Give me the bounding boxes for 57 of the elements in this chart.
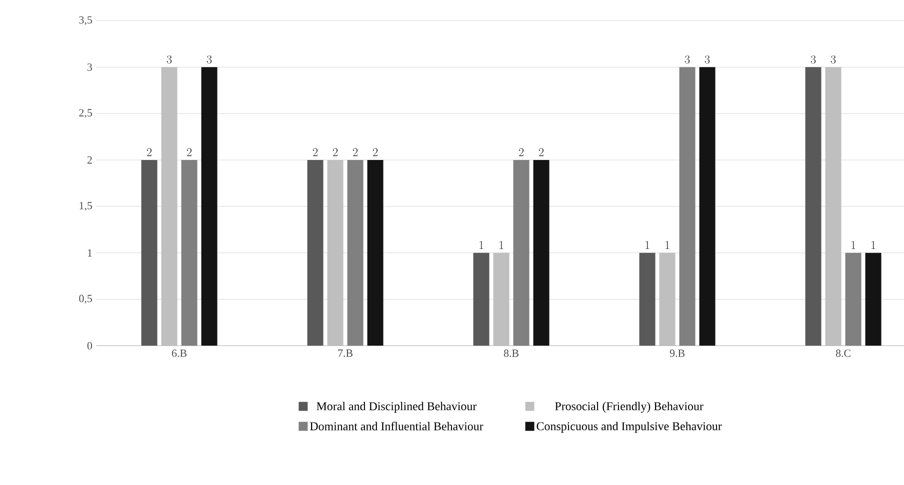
data-label: 3 <box>704 55 710 64</box>
y-tick-label: 3 <box>87 63 92 71</box>
bar <box>307 160 324 346</box>
bar <box>639 252 656 346</box>
data-label: 3 <box>684 55 690 64</box>
bar <box>181 160 198 346</box>
data-label: 2 <box>352 148 358 156</box>
data-label: 2 <box>332 148 338 156</box>
data-label: 2 <box>518 148 524 156</box>
y-tick-label: 1 <box>88 249 92 256</box>
bar <box>805 67 822 346</box>
data-label: 1 <box>665 241 670 249</box>
data-label: 1 <box>645 241 650 249</box>
data-label: 2 <box>146 148 152 156</box>
y-tick-label: 2,5 <box>79 109 92 118</box>
data-label: 3 <box>206 55 212 64</box>
x-tick-label: 9.B <box>670 350 685 357</box>
bar <box>327 160 344 346</box>
bar <box>347 160 364 346</box>
bar <box>493 252 510 346</box>
bar <box>659 252 676 346</box>
y-tick-label: 0,5 <box>79 294 92 304</box>
bar <box>201 67 218 346</box>
legend-label: Dominant and Influential Behaviour <box>310 422 484 430</box>
y-tick-label: 3,5 <box>79 16 92 26</box>
y-tick-label: 2 <box>87 156 92 164</box>
bar <box>141 160 158 346</box>
data-label: 2 <box>372 148 378 156</box>
bar <box>825 67 842 346</box>
data-label: 3 <box>166 55 172 64</box>
legend-label: Prosocial (Friendly) Behaviour <box>555 402 704 413</box>
data-label: 2 <box>538 148 544 156</box>
bar <box>513 160 530 346</box>
bar <box>367 160 384 346</box>
bar <box>161 67 178 346</box>
data-label: 1 <box>479 241 484 249</box>
y-tick-label: 0 <box>87 342 92 350</box>
bar <box>473 252 490 346</box>
bar <box>679 67 696 346</box>
x-tick-label: 8.C <box>836 350 850 357</box>
bar <box>699 67 716 346</box>
bar <box>865 252 882 346</box>
bar <box>533 160 550 346</box>
data-label: 1 <box>871 241 876 249</box>
legend-label: Conspicuous and Impulsive Behaviour <box>536 422 722 433</box>
x-tick-label: 7.B <box>338 350 353 357</box>
bar <box>845 252 862 346</box>
x-tick-label: 8.B <box>504 350 519 357</box>
data-label: 2 <box>312 148 318 156</box>
y-tick-label: 1,5 <box>80 202 92 211</box>
x-tick-label: 6.B <box>172 350 187 357</box>
data-label: 1 <box>499 241 504 249</box>
data-label: 1 <box>851 241 856 249</box>
data-label: 2 <box>186 148 192 156</box>
data-label: 3 <box>830 55 836 64</box>
legend-label: Moral and Disciplined Behaviour <box>316 402 477 413</box>
data-label: 3 <box>810 55 816 64</box>
